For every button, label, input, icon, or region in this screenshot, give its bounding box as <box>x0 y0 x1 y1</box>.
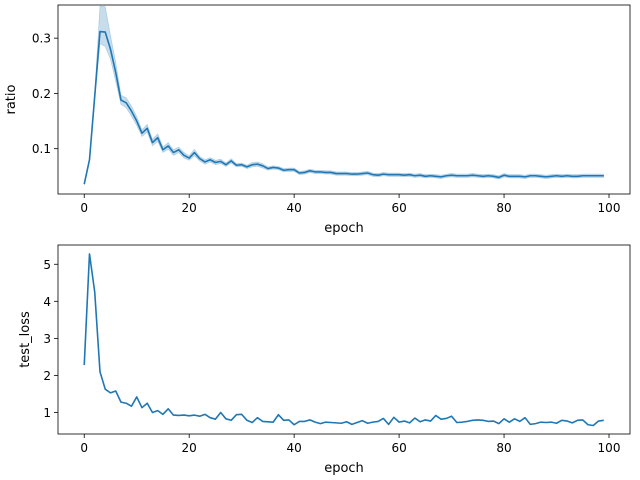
ratio-y-axis-label: ratio <box>4 84 19 114</box>
ratio-x-tick-label: 0 <box>80 201 88 215</box>
test-loss-x-tick-label: 20 <box>182 441 197 455</box>
ratio-y-tick-label: 0.3 <box>32 32 51 46</box>
test-loss-y-ticks: 1 2 3 4 5 <box>43 258 58 420</box>
ratio-x-axis-label: epoch <box>324 221 364 236</box>
test-loss-axes-frame <box>57 244 631 435</box>
test-loss-y-tick-label: 1 <box>43 406 51 420</box>
test-loss-y-tick-label: 5 <box>43 258 51 272</box>
test-loss-y-axis-label: test_loss <box>18 311 33 368</box>
ratio-subplot: 0 20 40 60 80 100 0.1 0.2 0.3 epoch ratio <box>4 4 631 236</box>
ratio-x-tick-label: 80 <box>496 201 511 215</box>
ratio-x-tick-label: 40 <box>287 201 302 215</box>
ratio-x-ticks: 0 20 40 60 80 100 <box>80 194 620 215</box>
test-loss-x-tick-label: 60 <box>391 441 406 455</box>
ratio-confidence-band <box>83 5 605 186</box>
test-loss-x-tick-label: 80 <box>496 441 511 455</box>
test-loss-x-tick-label: 40 <box>287 441 302 455</box>
test-loss-series-line <box>83 253 604 427</box>
ratio-x-tick-label: 20 <box>182 201 197 215</box>
test-loss-x-tick-label: 0 <box>80 441 88 455</box>
ratio-line <box>83 30 604 185</box>
ratio-y-ticks: 0.1 0.2 0.3 <box>32 32 58 156</box>
test-loss-y-tick-label: 4 <box>43 295 51 309</box>
ratio-x-tick-label: 60 <box>391 201 406 215</box>
test-loss-y-tick-label: 2 <box>43 369 51 383</box>
test-loss-x-axis-label: epoch <box>324 461 364 476</box>
test-loss-y-tick-label: 3 <box>43 332 51 346</box>
ratio-y-tick-label: 0.1 <box>32 142 51 156</box>
test-loss-x-tick-label: 100 <box>598 441 621 455</box>
ratio-x-tick-label: 100 <box>598 201 621 215</box>
ratio-axes-frame <box>57 4 631 195</box>
ratio-y-tick-label: 0.2 <box>32 87 51 101</box>
test-loss-x-ticks: 0 20 40 60 80 100 <box>80 434 620 455</box>
ratio-series-line <box>83 30 604 185</box>
ratio-band-area <box>83 5 605 186</box>
test-loss-line <box>83 253 604 427</box>
test-loss-subplot: 0 20 40 60 80 100 1 2 3 4 5 epoch test_loss <box>18 244 631 476</box>
